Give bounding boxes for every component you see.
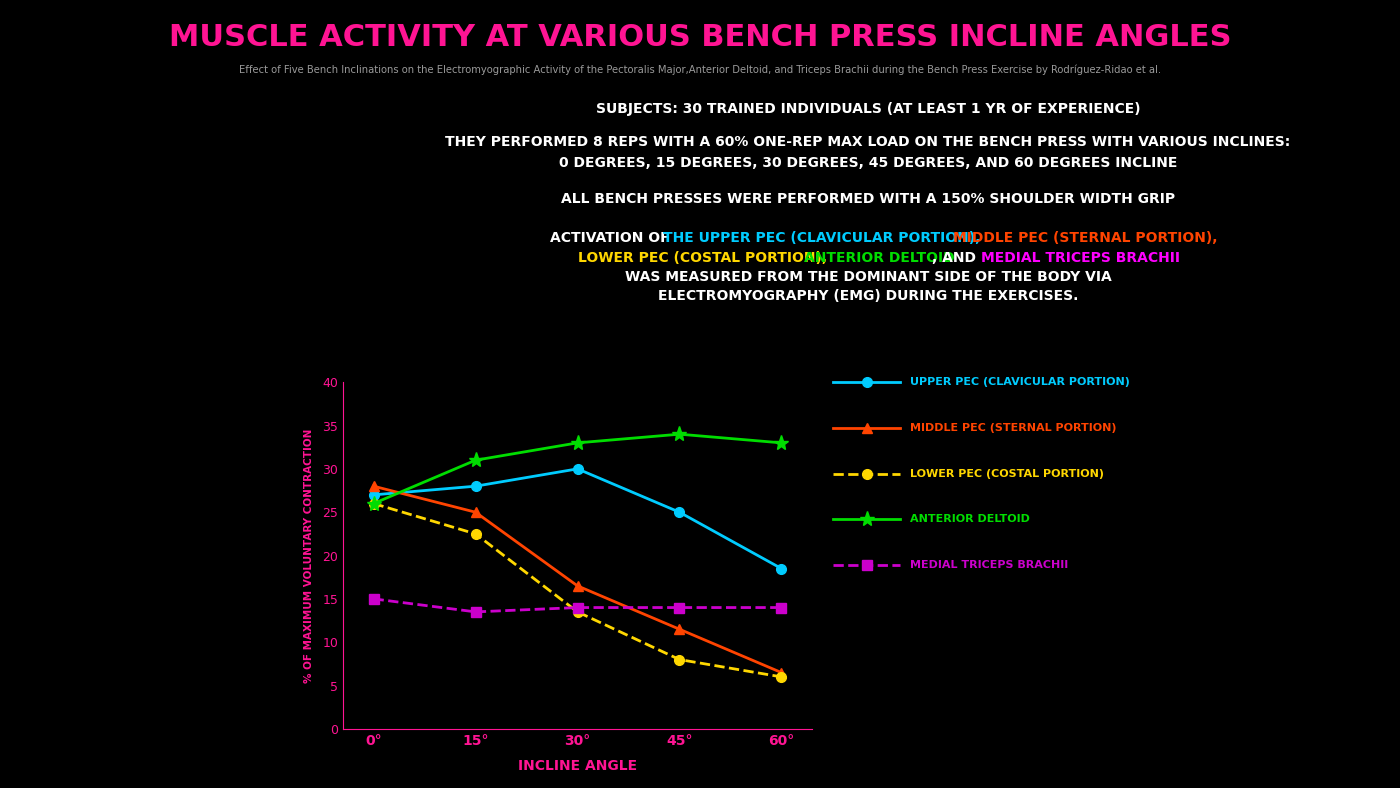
Text: ALL BENCH PRESSES WERE PERFORMED WITH A 150% SHOULDER WIDTH GRIP: ALL BENCH PRESSES WERE PERFORMED WITH A … [561, 192, 1175, 206]
Text: ACTIVATION OF: ACTIVATION OF [550, 231, 675, 245]
Text: MUSCLE ACTIVITY AT VARIOUS BENCH PRESS INCLINE ANGLES: MUSCLE ACTIVITY AT VARIOUS BENCH PRESS I… [169, 24, 1231, 52]
Text: , AND: , AND [932, 251, 981, 266]
Text: ELECTROMYOGRAPHY (EMG) DURING THE EXERCISES.: ELECTROMYOGRAPHY (EMG) DURING THE EXERCI… [658, 289, 1078, 303]
Y-axis label: % OF MAXIMUM VOLUNTARY CONTRACTION: % OF MAXIMUM VOLUNTARY CONTRACTION [304, 429, 314, 682]
Text: UPPER PEC (CLAVICULAR PORTION): UPPER PEC (CLAVICULAR PORTION) [910, 377, 1130, 387]
Text: MIDDLE PEC (STERNAL PORTION): MIDDLE PEC (STERNAL PORTION) [910, 423, 1117, 433]
Text: WAS MEASURED FROM THE DOMINANT SIDE OF THE BODY VIA: WAS MEASURED FROM THE DOMINANT SIDE OF T… [624, 270, 1112, 284]
Text: LOWER PEC (COSTAL PORTION): LOWER PEC (COSTAL PORTION) [910, 469, 1105, 478]
Text: Effect of Five Bench Inclinations on the Electromyographic Activity of the Pecto: Effect of Five Bench Inclinations on the… [239, 64, 1161, 75]
Text: 0 DEGREES, 15 DEGREES, 30 DEGREES, 45 DEGREES, AND 60 DEGREES INCLINE: 0 DEGREES, 15 DEGREES, 30 DEGREES, 45 DE… [559, 156, 1177, 170]
X-axis label: INCLINE ANGLE: INCLINE ANGLE [518, 759, 637, 773]
Text: LOWER PEC (COSTAL PORTION),: LOWER PEC (COSTAL PORTION), [578, 251, 832, 266]
Text: MEDIAL TRICEPS BRACHII: MEDIAL TRICEPS BRACHII [981, 251, 1180, 266]
Text: THE UPPER PEC (CLAVICULAR PORTION),: THE UPPER PEC (CLAVICULAR PORTION), [662, 231, 984, 245]
Text: MEDIAL TRICEPS BRACHII: MEDIAL TRICEPS BRACHII [910, 560, 1068, 570]
Text: THEY PERFORMED 8 REPS WITH A 60% ONE-REP MAX LOAD ON THE BENCH PRESS WITH VARIOU: THEY PERFORMED 8 REPS WITH A 60% ONE-REP… [445, 135, 1291, 149]
Text: SUBJECTS: 30 TRAINED INDIVIDUALS (AT LEAST 1 YR OF EXPERIENCE): SUBJECTS: 30 TRAINED INDIVIDUALS (AT LEA… [595, 102, 1141, 116]
Text: ANTERIOR DELTOID: ANTERIOR DELTOID [910, 515, 1030, 524]
Text: MIDDLE PEC (STERNAL PORTION),: MIDDLE PEC (STERNAL PORTION), [952, 231, 1217, 245]
Text: ANTERIOR DELTOID: ANTERIOR DELTOID [804, 251, 955, 266]
